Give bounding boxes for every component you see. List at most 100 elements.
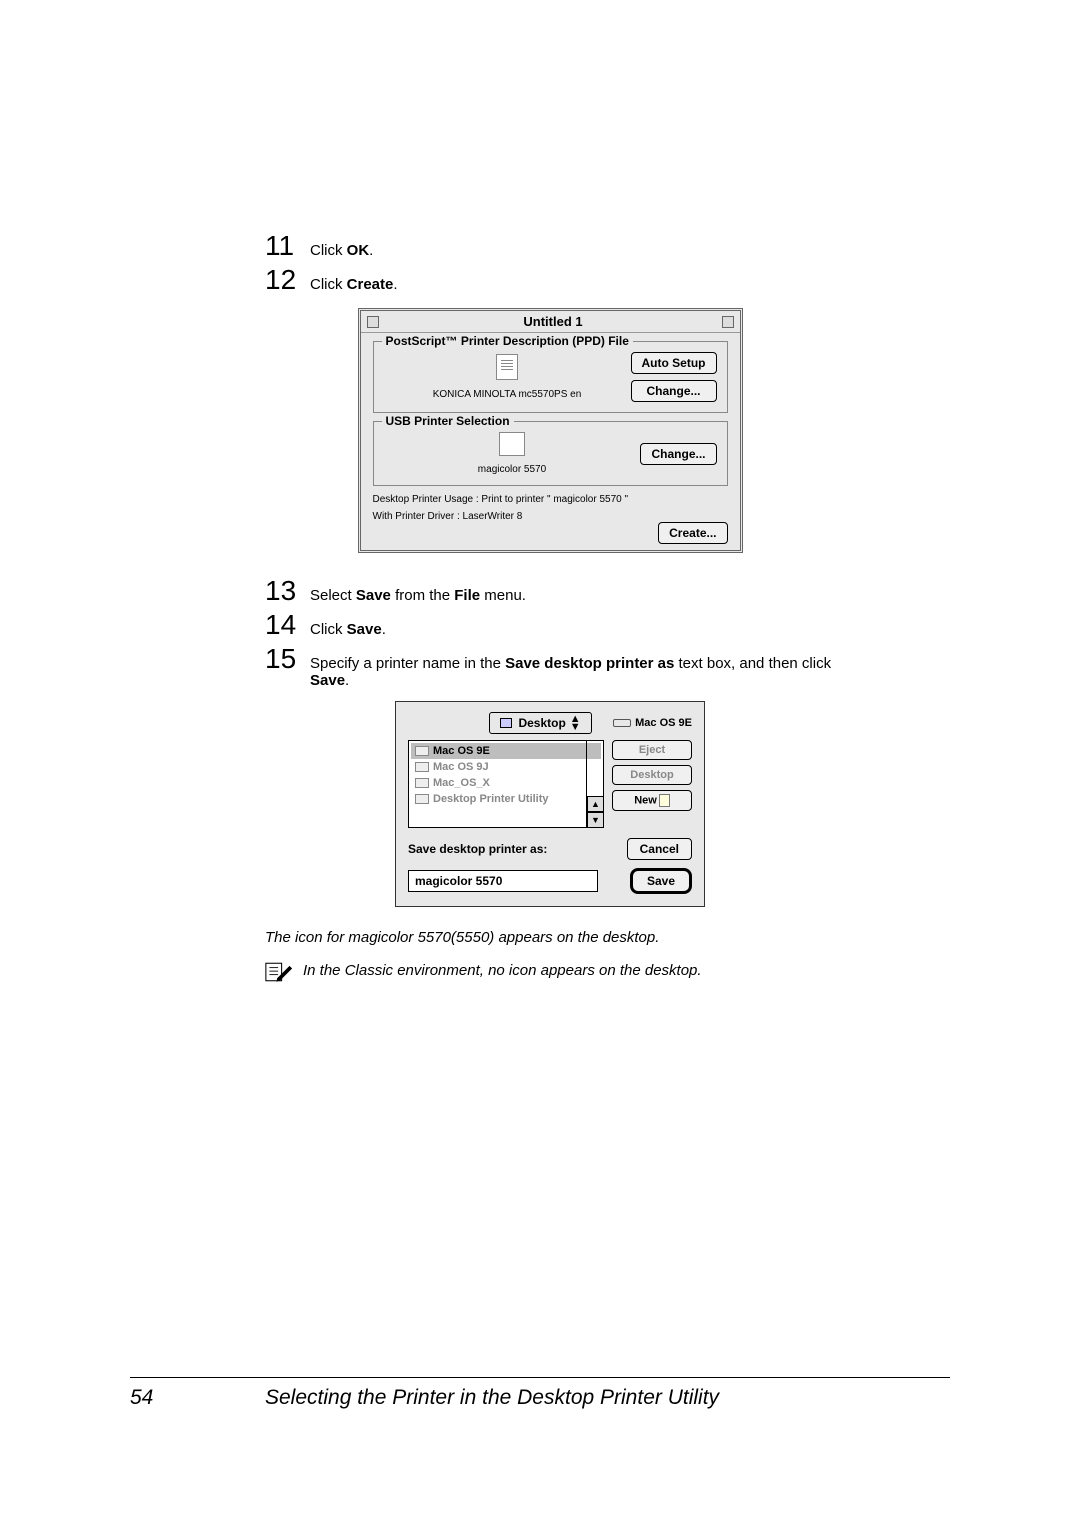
step-text: Click OK. xyxy=(310,238,835,259)
save-as-label: Save desktop printer as: xyxy=(408,842,547,856)
save-button[interactable]: Save xyxy=(630,868,692,894)
page-footer: 54 Selecting the Printer in the Desktop … xyxy=(130,1377,950,1410)
pencil-note: In the Classic environment, no icon appe… xyxy=(265,960,835,989)
list-item-label: Mac_OS_X xyxy=(433,777,490,789)
untitled-dialog: Untitled 1 PostScript™ Printer Descripti… xyxy=(358,308,743,553)
list-item-label: Mac OS 9E xyxy=(433,745,490,757)
bold: Save xyxy=(347,621,382,638)
list-item[interactable]: Desktop Printer Utility xyxy=(411,791,601,807)
disk-icon xyxy=(613,719,631,727)
printer-icon xyxy=(499,432,525,456)
text: menu. xyxy=(480,587,526,604)
disk-name: Mac OS 9E xyxy=(635,717,692,729)
file-list[interactable]: Mac OS 9E Mac OS 9J Mac_OS_X Desktop Pri… xyxy=(408,740,604,828)
volume-icon xyxy=(415,762,429,772)
desktop-icon xyxy=(500,718,512,728)
bold: OK xyxy=(347,242,370,259)
step-14: 14 Click Save. xyxy=(265,609,835,641)
text: Specify a printer name in the xyxy=(310,655,505,672)
save-dialog-buttons: Eject Desktop New xyxy=(612,740,692,828)
usage-line-2: With Printer Driver : LaserWriter 8 xyxy=(373,511,728,522)
text: Click xyxy=(310,276,347,293)
volume-icon xyxy=(415,778,429,788)
save-as-row: Save desktop printer as: Cancel xyxy=(408,838,692,860)
step-number: 15 xyxy=(265,643,310,675)
usb-fieldset: USB Printer Selection magicolor 5570 Cha… xyxy=(373,421,728,486)
step-15: 15 Specify a printer name in the Save de… xyxy=(265,643,835,689)
ppd-buttons: Auto Setup Change... xyxy=(631,352,717,402)
new-folder-button[interactable]: New xyxy=(612,790,692,811)
scroll-down-icon[interactable]: ▼ xyxy=(587,812,604,828)
footer-title: Selecting the Printer in the Desktop Pri… xyxy=(265,1386,719,1410)
save-input-row: magicolor 5570 Save xyxy=(408,868,692,894)
cancel-button[interactable]: Cancel xyxy=(627,838,692,860)
step-text: Select Save from the File menu. xyxy=(310,583,835,604)
step-12: 12 Click Create. xyxy=(265,264,835,296)
usb-buttons: Change... xyxy=(640,443,716,465)
ppd-info: KONICA MINOLTA mc5570PS en xyxy=(384,354,631,400)
dialog-titlebar: Untitled 1 xyxy=(361,311,740,333)
main-content: 11 Click OK. 12 Click Create. Untitled 1… xyxy=(265,230,835,989)
auto-setup-button[interactable]: Auto Setup xyxy=(631,352,717,374)
eject-button[interactable]: Eject xyxy=(612,740,692,760)
desktop-button[interactable]: Desktop xyxy=(612,765,692,785)
usage-line-1: Desktop Printer Usage : Print to printer… xyxy=(373,494,728,505)
ppd-row: KONICA MINOLTA mc5570PS en Auto Setup Ch… xyxy=(384,352,717,402)
change-usb-button[interactable]: Change... xyxy=(640,443,716,465)
usb-legend: USB Printer Selection xyxy=(382,414,514,428)
scrollbar[interactable]: ▲ ▼ xyxy=(586,740,604,828)
usb-info: magicolor 5570 xyxy=(384,432,641,475)
ppd-filename: KONICA MINOLTA mc5570PS en xyxy=(384,389,631,400)
step-13: 13 Select Save from the File menu. xyxy=(265,575,835,607)
step-number: 11 xyxy=(265,230,310,262)
bold: Save desktop printer as xyxy=(505,655,674,672)
list-item[interactable]: Mac OS 9E xyxy=(411,743,601,759)
create-row: Create... xyxy=(373,526,728,540)
text: text box, and then click xyxy=(674,655,831,672)
dialog-body: PostScript™ Printer Description (PPD) Fi… xyxy=(361,333,740,550)
bold: Save xyxy=(310,672,345,689)
usb-printer-name: magicolor 5570 xyxy=(384,464,641,475)
dropdown-arrows-icon: ▲▼ xyxy=(570,715,581,731)
save-dialog-top: Desktop ▲▼ Mac OS 9E xyxy=(408,712,692,734)
dialog-title: Untitled 1 xyxy=(385,314,722,329)
save-filename-input[interactable]: magicolor 5570 xyxy=(408,870,598,892)
bold: File xyxy=(454,587,480,604)
list-item[interactable]: Mac OS 9J xyxy=(411,759,601,775)
text: . xyxy=(393,276,397,293)
text: from the xyxy=(391,587,454,604)
note-text: In the Classic environment, no icon appe… xyxy=(303,960,702,979)
disk-label: Mac OS 9E xyxy=(613,717,692,729)
list-item-label: Mac OS 9J xyxy=(433,761,489,773)
app-icon xyxy=(415,794,429,804)
text: . xyxy=(382,621,386,638)
step-text: Click Save. xyxy=(310,617,835,638)
change-ppd-button[interactable]: Change... xyxy=(631,380,717,402)
list-item[interactable]: Mac_OS_X xyxy=(411,775,601,791)
step-number: 12 xyxy=(265,264,310,296)
new-label: New xyxy=(634,794,657,806)
create-button[interactable]: Create... xyxy=(658,522,727,544)
text: Click xyxy=(310,242,347,259)
page-number: 54 xyxy=(130,1386,265,1410)
ppd-legend: PostScript™ Printer Description (PPD) Fi… xyxy=(382,334,633,348)
new-folder-icon xyxy=(659,794,670,807)
step-number: 14 xyxy=(265,609,310,641)
list-item-label: Desktop Printer Utility xyxy=(433,793,549,805)
save-dialog: Desktop ▲▼ Mac OS 9E Mac OS 9E Mac OS 9J… xyxy=(395,701,705,907)
text: Click xyxy=(310,621,347,638)
volume-icon xyxy=(415,746,429,756)
zoom-icon[interactable] xyxy=(722,316,734,328)
step-11: 11 Click OK. xyxy=(265,230,835,262)
save-dialog-main: Mac OS 9E Mac OS 9J Mac_OS_X Desktop Pri… xyxy=(408,740,692,828)
scroll-up-icon[interactable]: ▲ xyxy=(587,796,604,812)
step-text: Click Create. xyxy=(310,272,835,293)
step-text: Specify a printer name in the Save deskt… xyxy=(310,651,835,689)
close-icon[interactable] xyxy=(367,316,379,328)
folder-dropdown[interactable]: Desktop ▲▼ xyxy=(489,712,591,734)
ppd-fieldset: PostScript™ Printer Description (PPD) Fi… xyxy=(373,341,728,413)
note-pencil-icon xyxy=(265,960,293,989)
bold: Create xyxy=(347,276,394,293)
step-number: 13 xyxy=(265,575,310,607)
text: . xyxy=(369,242,373,259)
